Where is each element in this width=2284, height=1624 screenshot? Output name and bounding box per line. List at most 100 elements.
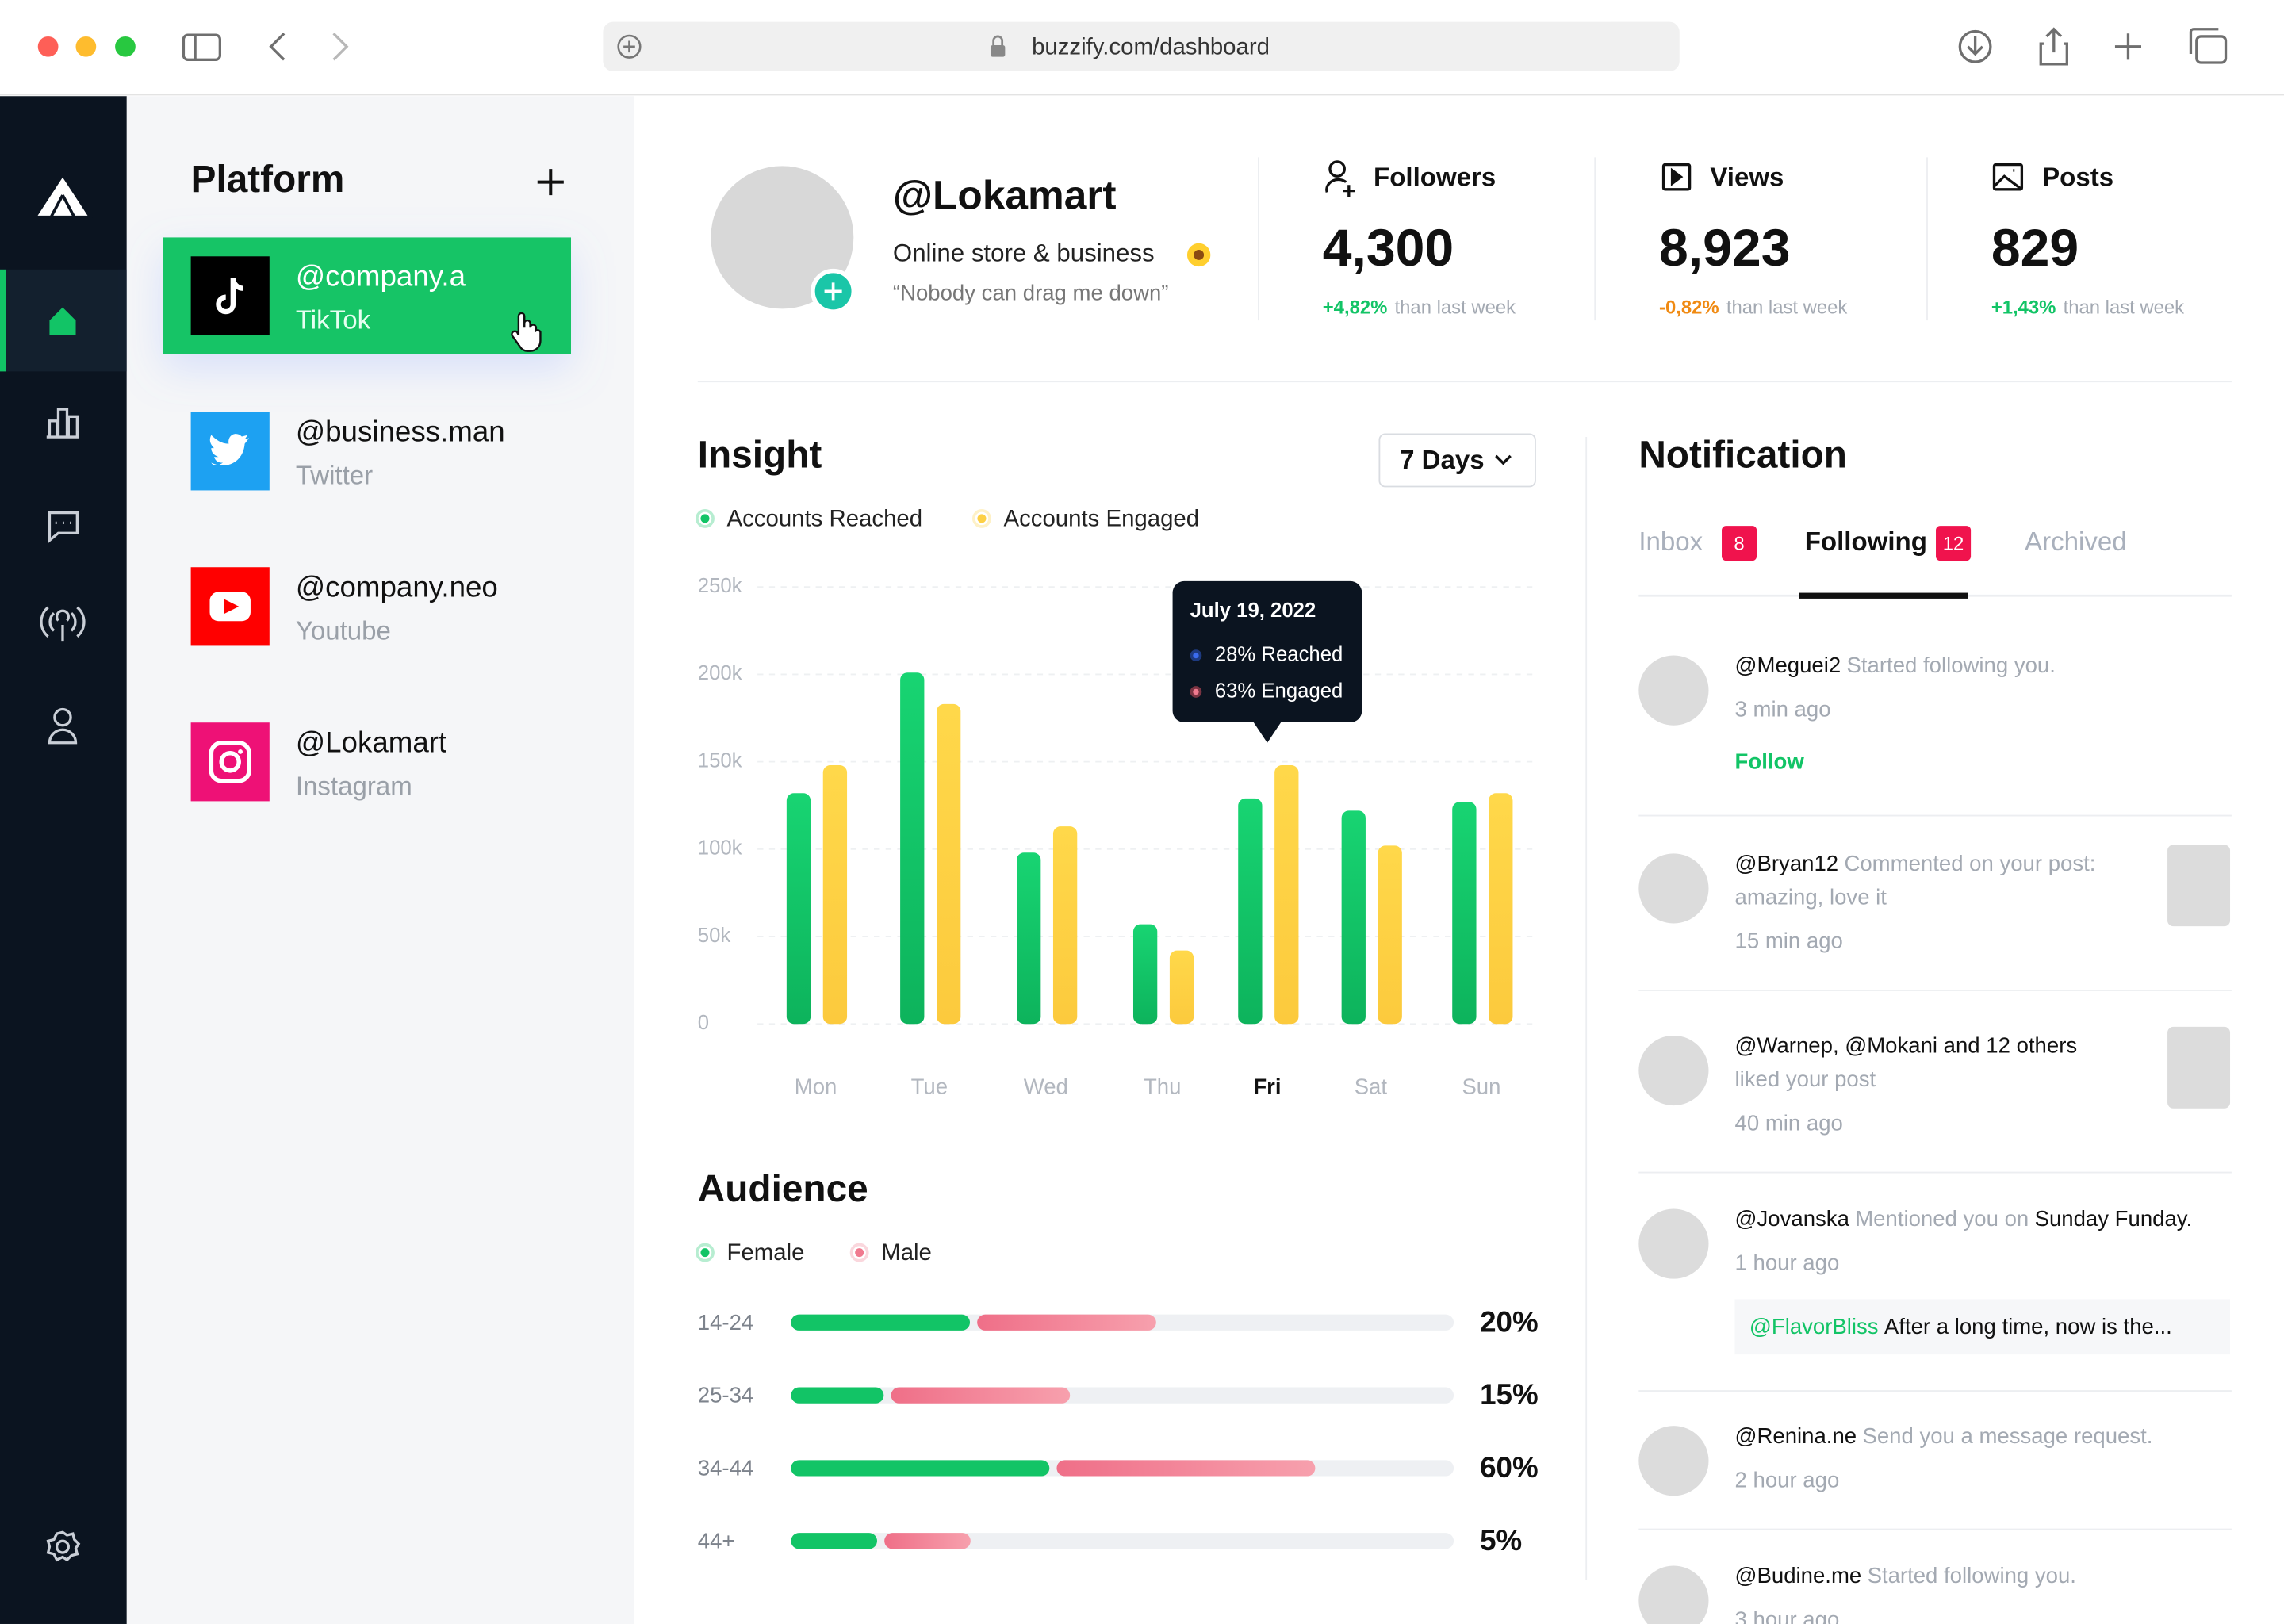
instagram-lens	[219, 751, 241, 773]
close-button[interactable]	[37, 36, 59, 57]
stat-change: -0,82% than last week	[1659, 297, 1847, 319]
bar[interactable]	[1274, 765, 1299, 1025]
lock-icon	[990, 44, 1006, 57]
notification-text: @Jovanska Mentioned you on Sunday Funday.	[1735, 1206, 2193, 1231]
minimize-button[interactable]	[75, 36, 97, 57]
legend-ring	[972, 508, 991, 528]
bar[interactable]	[1489, 793, 1513, 1025]
tooltip-line: 63% Engaged	[1215, 680, 1343, 702]
nav-analytics[interactable]	[46, 408, 79, 439]
bar[interactable]	[1017, 852, 1041, 1025]
tab-label[interactable]: Archived	[2025, 527, 2127, 557]
avatar-add-plus	[824, 282, 842, 301]
tab-label[interactable]: Inbox	[1638, 527, 1703, 557]
profile-bio: Online store & business	[893, 239, 1155, 267]
notification-text: @Warnep, @Mokani and 12 others	[1735, 1033, 2078, 1058]
bar-segment[interactable]	[791, 1460, 1050, 1477]
y-tick-label: 200k	[698, 662, 742, 684]
bar-segment[interactable]	[791, 1314, 970, 1331]
profile-avatar[interactable]	[711, 166, 854, 309]
account-icon[interactable]	[190, 722, 270, 802]
bar-segment[interactable]	[977, 1314, 1156, 1331]
notification-avatar	[1638, 655, 1709, 726]
account-icon[interactable]	[190, 256, 270, 335]
nav-messages[interactable]	[48, 511, 79, 543]
bar[interactable]	[900, 672, 925, 1025]
bar[interactable]	[1169, 950, 1194, 1025]
bar[interactable]	[937, 703, 961, 1025]
bar[interactable]	[1341, 810, 1366, 1025]
bar-segment[interactable]	[791, 1533, 877, 1549]
post-thumbnail[interactable]	[2167, 1026, 2231, 1109]
notification-text: @Budine.me Started following you.	[1735, 1563, 2076, 1588]
bar[interactable]	[1378, 845, 1402, 1025]
post-thumbnail[interactable]	[2167, 845, 2231, 927]
y-tick-label: 100k	[698, 837, 742, 860]
active-tab-indicator	[1799, 592, 1968, 599]
app-logo[interactable]	[32, 172, 94, 219]
x-tick-label: Fri	[1253, 1074, 1281, 1098]
add-platform-button[interactable]	[537, 169, 564, 196]
bar-segment[interactable]	[884, 1533, 971, 1549]
notification-text: @Meguei2 Started following you.	[1735, 653, 2056, 678]
notification-time: 40 min ago	[1735, 1110, 1843, 1135]
nav-settings[interactable]	[46, 1530, 81, 1562]
bar[interactable]	[1052, 826, 1078, 1025]
tab-label[interactable]: Following	[1805, 527, 1927, 557]
x-tick-label: Wed	[1024, 1074, 1068, 1098]
bar[interactable]	[822, 765, 848, 1025]
y-tick-label: 250k	[698, 575, 742, 597]
account-handle: @company.neo	[296, 570, 498, 603]
bar-segment[interactable]	[1056, 1460, 1316, 1477]
site-info-icon[interactable]	[617, 34, 642, 59]
address-bar[interactable]	[603, 21, 1680, 72]
bar-segment[interactable]	[891, 1387, 1071, 1404]
sidebar-toggle[interactable]	[182, 33, 221, 61]
download-button[interactable]	[1958, 29, 1992, 63]
instagram-dot	[238, 749, 243, 754]
legend-dot	[700, 1248, 710, 1258]
bar[interactable]	[1132, 924, 1158, 1025]
bar-segment[interactable]	[791, 1387, 884, 1404]
legend-dot	[700, 514, 710, 523]
tabs-button[interactable]	[2195, 35, 2228, 64]
legend-label: Female	[727, 1239, 805, 1266]
notification-avatar	[1638, 1035, 1709, 1106]
back-button[interactable]	[269, 33, 286, 61]
forward-button[interactable]	[332, 33, 349, 61]
bar[interactable]	[1238, 798, 1263, 1025]
nav-icons	[40, 408, 86, 1562]
chart-tooltip: July 19, 2022 28% Reached 63% Engaged	[1172, 580, 1362, 743]
notification-user: @Warnep, @Mokani and 12 others	[1735, 1033, 2078, 1058]
zoom-button[interactable]	[115, 36, 136, 57]
tooltip-arrow	[1252, 721, 1282, 743]
views-icon	[1661, 163, 1692, 191]
account-network: Twitter	[296, 462, 373, 491]
row-label: 44+	[698, 1528, 735, 1553]
stat-icons	[1325, 160, 2024, 197]
nav-home[interactable]	[49, 307, 76, 335]
legend-label: Accounts Reached	[727, 506, 923, 532]
notification-time: 3 min ago	[1735, 697, 1831, 722]
lock-shackle	[992, 35, 1004, 45]
legend-ring	[696, 508, 715, 528]
browser-controls	[182, 33, 349, 61]
nav-broadcast[interactable]	[40, 606, 86, 642]
legend-dot	[977, 514, 987, 523]
notification-target: Sunday Funday.	[2035, 1206, 2193, 1231]
range-dropdown[interactable]	[1378, 433, 1536, 488]
stat-change-value: +4,82%	[1323, 297, 1388, 319]
x-tick-label: Sat	[1355, 1074, 1388, 1098]
notification-action: Mentioned you on	[1855, 1206, 2029, 1231]
new-tab-button[interactable]	[2114, 33, 2141, 60]
nav-profile[interactable]	[48, 707, 78, 745]
follow-button[interactable]: Follow	[1735, 749, 1805, 774]
share-button[interactable]	[2039, 27, 2068, 66]
bar[interactable]	[1452, 802, 1477, 1025]
stat-value: 829	[1991, 219, 2079, 278]
url: buzzify.com/dashboard	[1032, 33, 1270, 59]
share-label: 15%	[1480, 1378, 1539, 1411]
account-network: Youtube	[296, 617, 391, 646]
bar[interactable]	[786, 793, 811, 1025]
notification-avatar	[1638, 1208, 1709, 1279]
